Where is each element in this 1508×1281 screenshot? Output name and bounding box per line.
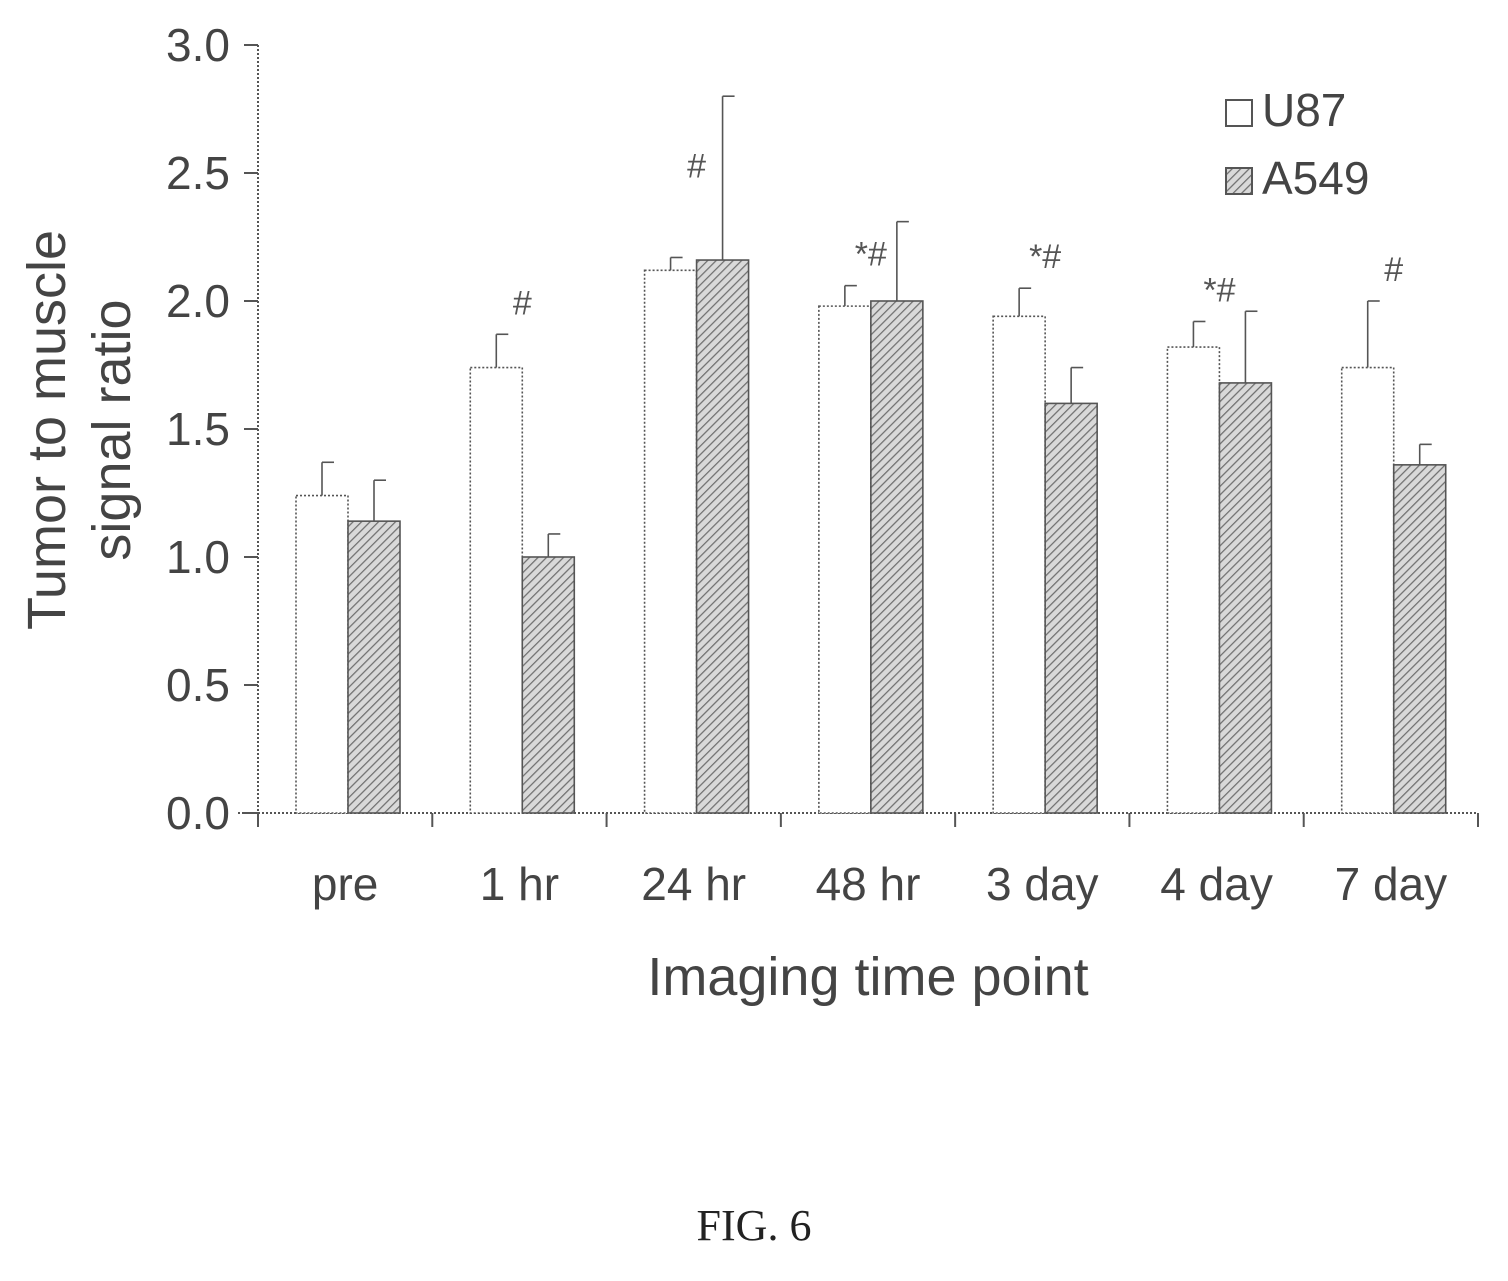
y-tick-label: 3.0: [166, 19, 230, 71]
chart-labels: 0.0 0.5 1.0 1.5 2.0 2.5 3.0 pre 1 hr #24 hr #48 hr…: [17, 19, 1447, 1007]
figure-caption: FIG. 6: [696, 1201, 812, 1250]
x-tick-label: 24 hr: [641, 858, 746, 910]
x-tick-label: 48 hr: [816, 858, 921, 910]
y-tick-label: 2.5: [166, 147, 230, 199]
y-tick-label: 1.0: [166, 531, 230, 583]
y-axis-label: signal ratio: [82, 299, 142, 560]
significance-annotation: *#: [1029, 238, 1061, 276]
bar-u87: [1166, 346, 1221, 814]
bar-u87: [643, 269, 698, 814]
bar-chart: 0.0 0.5 1.0 1.5 2.0 2.5 3.0 pre 1 hr #24 hr #48 hr…: [17, 19, 1479, 1007]
bar-a549: [1044, 402, 1098, 814]
y-tick-label: 1.5: [166, 403, 230, 455]
significance-annotation: #: [687, 147, 706, 185]
x-tick-label: 4 day: [1160, 858, 1273, 910]
bar-a549: [521, 556, 576, 814]
significance-annotation: *#: [1203, 271, 1235, 309]
legend-swatch-a549: [1225, 167, 1253, 195]
bar-a549: [347, 520, 401, 814]
legend-label-u87: U87: [1262, 84, 1346, 136]
bar-a549: [1392, 464, 1447, 814]
significance-annotation: *#: [855, 236, 887, 274]
y-tick-label: 2.0: [166, 275, 230, 327]
significance-annotation: #: [513, 284, 532, 322]
x-tick-label: 3 day: [986, 858, 1099, 910]
significance-annotation: #: [1384, 251, 1403, 289]
chart-legend: U87 A549: [1225, 84, 1369, 204]
bar-u87: [992, 315, 1046, 814]
bar-u87: [818, 305, 872, 814]
x-tick-label: 7 day: [1335, 858, 1448, 910]
legend-label-a549: A549: [1262, 152, 1369, 204]
x-tick-label: 1 hr: [480, 858, 559, 910]
bar-a549: [1218, 382, 1273, 814]
y-tick-label: 0.0: [166, 787, 230, 839]
y-tick-label: 0.5: [166, 659, 230, 711]
bar-u87: [295, 494, 349, 814]
bar-u87: [469, 366, 524, 814]
x-tick-label: pre: [312, 858, 378, 910]
bar-a549: [870, 300, 924, 814]
bar-a549: [695, 259, 750, 814]
x-axis-label: Imaging time point: [647, 947, 1088, 1007]
legend-swatch-u87: [1225, 99, 1253, 127]
bar-u87: [1340, 366, 1395, 814]
chart-bars: [295, 95, 1447, 814]
y-axis-label: Tumor to muscle: [17, 230, 77, 630]
